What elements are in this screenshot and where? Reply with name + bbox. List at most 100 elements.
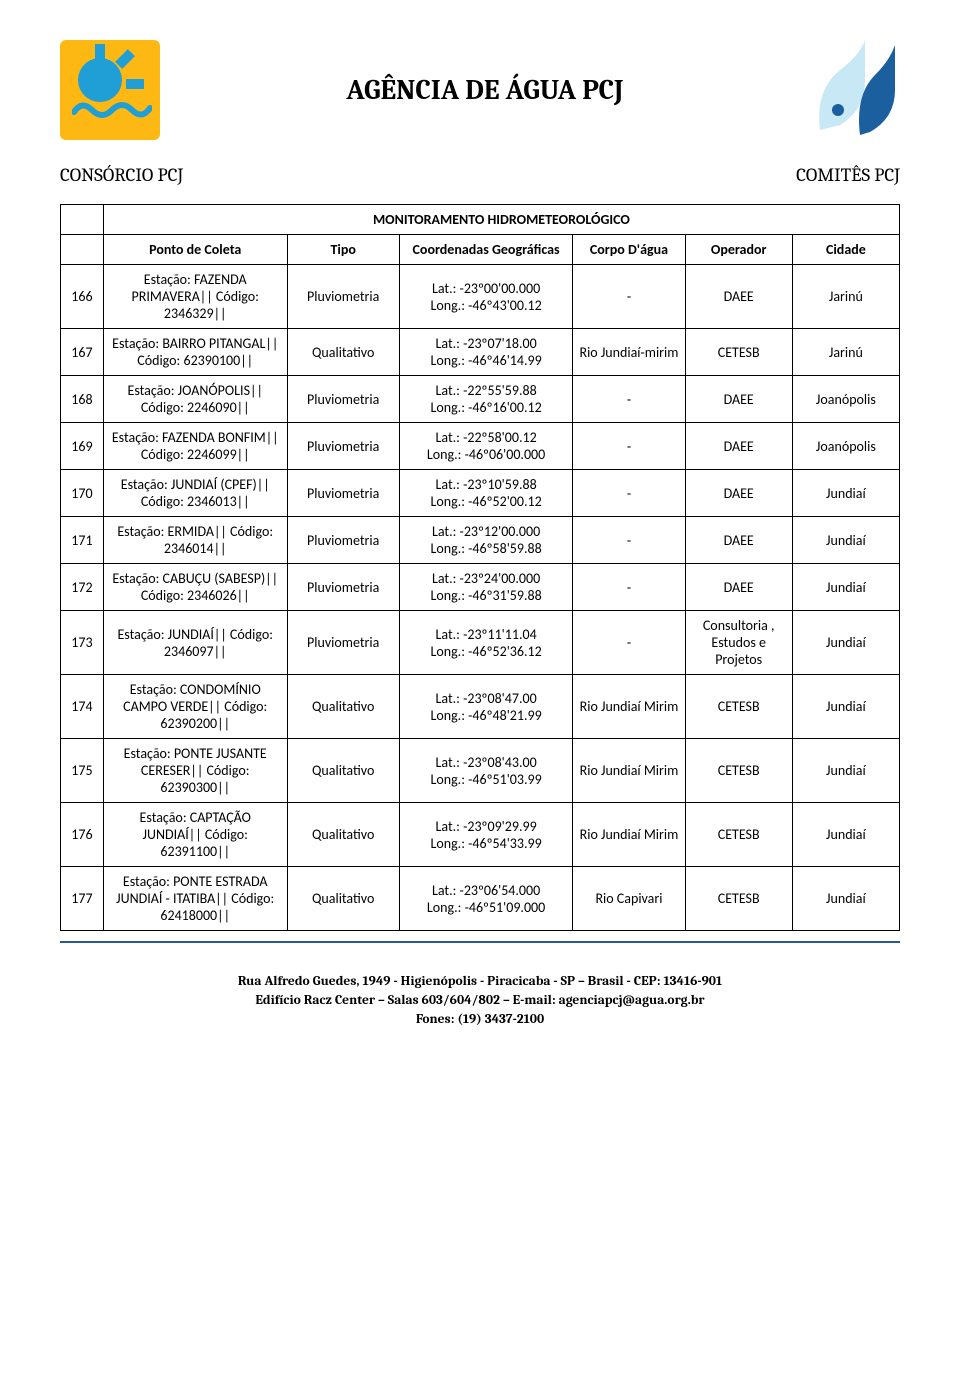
cell-coords: Lat.: -23º24'00.000Long.: -46º31'59.88: [399, 564, 573, 611]
cell-operador: CETESB: [685, 803, 792, 867]
cell-corpo: Rio Jundiaí-mirim: [573, 329, 685, 376]
cell-corpo: -: [573, 611, 685, 675]
cell-coords: Lat.: -23º11'11.04Long.: -46º52'36.12: [399, 611, 573, 675]
cell-corpo: -: [573, 423, 685, 470]
footer-line1: Rua Alfredo Guedes, 1949 - Higienópolis …: [60, 973, 900, 992]
cell-coords: Lat.: -23º12'00.000Long.: -46º58'59.88: [399, 517, 573, 564]
cell-operador: CETESB: [685, 675, 792, 739]
col-operador: Operador: [685, 235, 792, 265]
table-header-row: Ponto de Coleta Tipo Coordenadas Geográf…: [61, 235, 900, 265]
cell-cidade: Joanópolis: [792, 376, 899, 423]
cell-ponto: Estação: JOANÓPOLIS|| Código: 2246090||: [103, 376, 287, 423]
cell-ponto: Estação: ERMIDA|| Código: 2346014||: [103, 517, 287, 564]
cell-operador: DAEE: [685, 376, 792, 423]
cell-ponto: Estação: FAZENDA BONFIM|| Código: 224609…: [103, 423, 287, 470]
row-index: 176: [61, 803, 104, 867]
cell-ponto: Estação: PONTE JUSANTE CERESER|| Código:…: [103, 739, 287, 803]
cell-corpo: Rio Capivari: [573, 867, 685, 931]
cell-coords: Lat.: -22º58'00.12Long.: -46º06'00.000: [399, 423, 573, 470]
cell-operador: DAEE: [685, 517, 792, 564]
cell-corpo: Rio Jundiaí Mirim: [573, 739, 685, 803]
cell-corpo: -: [573, 265, 685, 329]
blank-header: [61, 235, 104, 265]
table-row: 169Estação: FAZENDA BONFIM|| Código: 224…: [61, 423, 900, 470]
cell-tipo: Pluviometria: [287, 611, 399, 675]
cell-cidade: Jundiaí: [792, 739, 899, 803]
cell-tipo: Qualitativo: [287, 675, 399, 739]
cell-cidade: Jundiaí: [792, 867, 899, 931]
cell-coords: Lat.: -23º00'00.000Long.: -46º43'00.12: [399, 265, 573, 329]
row-index: 168: [61, 376, 104, 423]
cell-cidade: Joanópolis: [792, 423, 899, 470]
table-row: 170Estação: JUNDIAÍ (CPEF)|| Código: 234…: [61, 470, 900, 517]
cell-ponto: Estação: JUNDIAÍ|| Código: 2346097||: [103, 611, 287, 675]
row-index: 177: [61, 867, 104, 931]
consorcio-label: CONSÓRCIO PCJ: [60, 164, 183, 186]
cell-coords: Lat.: -23º08'47.00Long.: -46º48'21.99: [399, 675, 573, 739]
footer-rule: [60, 941, 900, 943]
table-row: 175Estação: PONTE JUSANTE CERESER|| Códi…: [61, 739, 900, 803]
cell-tipo: Pluviometria: [287, 265, 399, 329]
comites-label: COMITÊS PCJ: [796, 164, 900, 186]
cell-coords: Lat.: -22º55'59.88Long.: -46º16'00.12: [399, 376, 573, 423]
col-cidade: Cidade: [792, 235, 899, 265]
table-caption-row: MONITORAMENTO HIDROMETEOROLÓGICO: [61, 205, 900, 235]
cell-tipo: Qualitativo: [287, 329, 399, 376]
cell-tipo: Qualitativo: [287, 867, 399, 931]
cell-coords: Lat.: -23º10'59.88Long.: -46º52'00.12: [399, 470, 573, 517]
cell-corpo: -: [573, 517, 685, 564]
cell-tipo: Pluviometria: [287, 423, 399, 470]
row-index: 166: [61, 265, 104, 329]
blank-corner: [61, 205, 104, 235]
cell-operador: CETESB: [685, 329, 792, 376]
row-index: 175: [61, 739, 104, 803]
cell-tipo: Pluviometria: [287, 564, 399, 611]
cell-operador: DAEE: [685, 423, 792, 470]
cell-operador: DAEE: [685, 470, 792, 517]
row-index: 171: [61, 517, 104, 564]
page-title: AGÊNCIA DE ÁGUA PCJ: [160, 74, 810, 106]
row-index: 169: [61, 423, 104, 470]
row-index: 167: [61, 329, 104, 376]
cell-ponto: Estação: FAZENDA PRIMAVERA|| Código: 234…: [103, 265, 287, 329]
page: AGÊNCIA DE ÁGUA PCJ CONSÓRCIO PCJ COMITÊ…: [0, 0, 960, 1050]
cell-operador: CETESB: [685, 739, 792, 803]
cell-tipo: Pluviometria: [287, 376, 399, 423]
cell-cidade: Jundiaí: [792, 564, 899, 611]
monitoring-table: MONITORAMENTO HIDROMETEOROLÓGICO Ponto d…: [60, 204, 900, 931]
row-index: 173: [61, 611, 104, 675]
row-index: 170: [61, 470, 104, 517]
cell-cidade: Jarinú: [792, 265, 899, 329]
col-ponto: Ponto de Coleta: [103, 235, 287, 265]
cell-ponto: Estação: CAPTAÇÃO JUNDIAÍ|| Código: 6239…: [103, 803, 287, 867]
cell-operador: CETESB: [685, 867, 792, 931]
cell-ponto: Estação: CONDOMÍNIO CAMPO VERDE|| Código…: [103, 675, 287, 739]
cell-cidade: Jundiaí: [792, 611, 899, 675]
cell-ponto: Estação: BAIRRO PITANGAL|| Código: 62390…: [103, 329, 287, 376]
comites-logo: [810, 40, 900, 140]
cell-tipo: Pluviometria: [287, 470, 399, 517]
row-index: 172: [61, 564, 104, 611]
table-row: 176Estação: CAPTAÇÃO JUNDIAÍ|| Código: 6…: [61, 803, 900, 867]
cell-corpo: -: [573, 470, 685, 517]
cell-cidade: Jundiaí: [792, 803, 899, 867]
cell-ponto: Estação: PONTE ESTRADA JUNDIAÍ - ITATIBA…: [103, 867, 287, 931]
col-coord: Coordenadas Geográficas: [399, 235, 573, 265]
cell-operador: Consultoria , Estudos e Projetos: [685, 611, 792, 675]
table-caption: MONITORAMENTO HIDROMETEOROLÓGICO: [103, 205, 899, 235]
cell-coords: Lat.: -23º08'43.00Long.: -46º51'03.99: [399, 739, 573, 803]
footer-line2: Edifício Racz Center – Salas 603/604/802…: [60, 992, 900, 1011]
cell-tipo: Pluviometria: [287, 517, 399, 564]
header: AGÊNCIA DE ÁGUA PCJ: [60, 40, 900, 140]
col-corpo: Corpo D'água: [573, 235, 685, 265]
cell-coords: Lat.: -23º09'29.99Long.: -46º54'33.99: [399, 803, 573, 867]
cell-operador: DAEE: [685, 564, 792, 611]
cell-corpo: -: [573, 564, 685, 611]
cell-cidade: Jarinú: [792, 329, 899, 376]
cell-operador: DAEE: [685, 265, 792, 329]
cell-tipo: Qualitativo: [287, 803, 399, 867]
cell-cidade: Jundiaí: [792, 517, 899, 564]
table-row: 172Estação: CABUÇU (SABESP)|| Código: 23…: [61, 564, 900, 611]
table-row: 173Estação: JUNDIAÍ|| Código: 2346097||P…: [61, 611, 900, 675]
row-index: 174: [61, 675, 104, 739]
